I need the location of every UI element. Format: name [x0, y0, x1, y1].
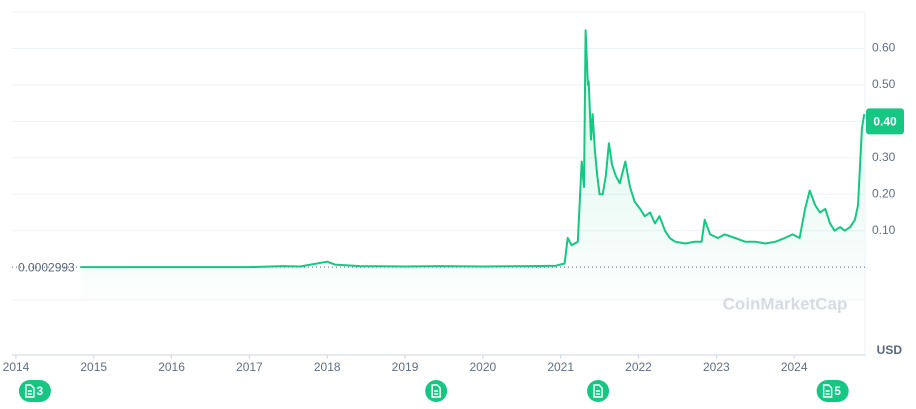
y-tick-label: 0.60	[872, 41, 896, 55]
x-tick-label: 2019	[392, 360, 419, 374]
x-tick-label: 2024	[781, 360, 808, 374]
event-icon	[431, 384, 441, 398]
event-marker[interactable]	[816, 380, 849, 402]
event-icon	[593, 384, 603, 398]
event-icon	[25, 384, 35, 398]
x-tick-label: 2021	[547, 360, 574, 374]
event-count: 3	[37, 384, 44, 398]
x-tick-label: 2022	[625, 360, 652, 374]
price-line	[80, 29, 866, 269]
current-price-badge	[866, 108, 904, 135]
event-icon	[822, 384, 833, 398]
start-price-label: 0.0002993	[18, 260, 75, 274]
x-tick-label: 2018	[314, 360, 341, 374]
event-count: 5	[834, 384, 841, 398]
event-marker[interactable]	[18, 380, 51, 402]
x-tick-label: 2020	[470, 360, 497, 374]
price-area	[80, 30, 865, 300]
y-tick-label: 0.10	[872, 223, 896, 237]
y-tick-label: 0.30	[872, 150, 896, 164]
x-tick-label: 2016	[158, 360, 185, 374]
unit-label: USD	[877, 343, 903, 357]
current-price-label: 0.40	[873, 115, 897, 129]
y-tick-label: 0.20	[872, 186, 896, 200]
x-tick-label: 2023	[703, 360, 730, 374]
y-tick-label: 0.50	[872, 77, 896, 91]
x-tick-label: 2015	[80, 360, 107, 374]
x-tick-label: 2014	[3, 360, 30, 374]
x-tick-label: 2017	[236, 360, 263, 374]
